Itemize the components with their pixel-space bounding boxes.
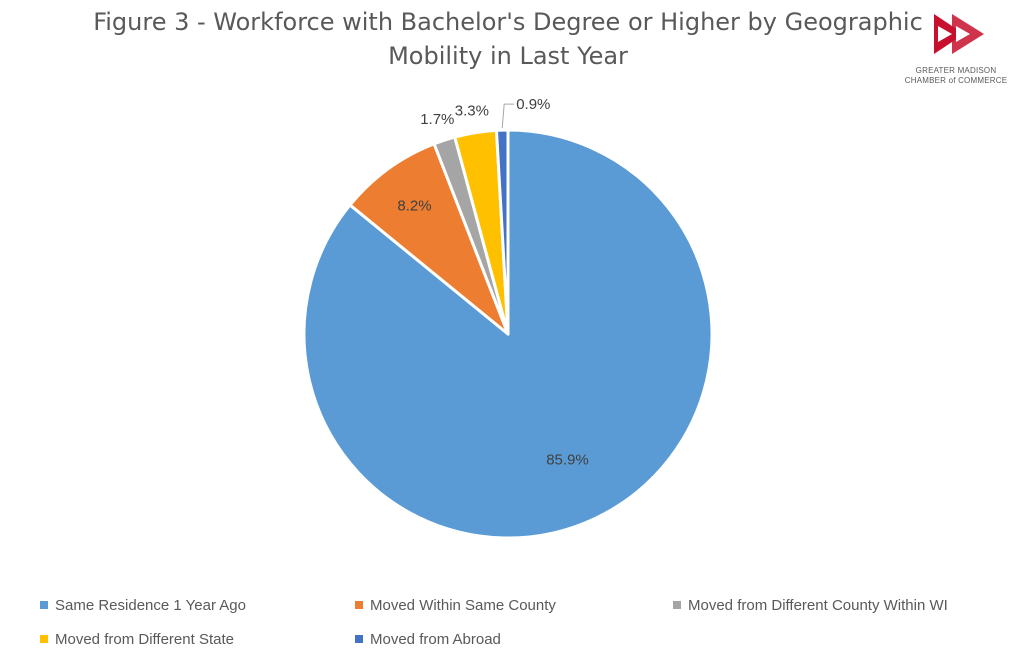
legend-label-same-residence-1-year-ago: Same Residence 1 Year Ago	[55, 597, 246, 614]
chamber-logo: GREATER MADISON CHAMBER of COMMERCE	[905, 14, 1007, 85]
chart-title-line-1: Figure 3 - Workforce with Bachelor's Deg…	[93, 8, 923, 36]
legend-item-moved-from-different-state: Moved from Different State	[40, 631, 234, 648]
legend-label-moved-from-abroad: Moved from Abroad	[370, 631, 501, 648]
legend: Same Residence 1 Year Ago Moved Within Sa…	[40, 597, 948, 648]
legend-swatch-moved-from-different-state	[40, 635, 48, 643]
pie-slices	[302, 128, 714, 540]
legend-swatch-moved-from-different-county-within-wi	[673, 601, 681, 609]
data-label-same-residence-1-year-ago: 85.9%	[546, 451, 589, 468]
pie-labels: 85.9% 8.2% 1.7% 3.3% 0.9%	[397, 96, 588, 468]
data-label-moved-from-different-county-within-wi: 1.7%	[420, 111, 454, 128]
legend-swatch-moved-within-same-county	[355, 601, 363, 609]
legend-swatch-same-residence-1-year-ago	[40, 601, 48, 609]
legend-label-moved-from-different-state: Moved from Different State	[55, 631, 234, 648]
chart-title-line-2: Mobility in Last Year	[388, 42, 628, 70]
leader-line-moved-from-abroad	[501, 103, 515, 129]
legend-swatch-moved-from-abroad	[355, 635, 363, 643]
pie-slice-moved-from-abroad	[494, 128, 510, 336]
logo-line-2: CHAMBER of COMMERCE	[905, 76, 1007, 85]
data-label-moved-from-abroad: 0.9%	[516, 96, 550, 113]
chamber-logo-mark-icon	[934, 14, 984, 54]
legend-item-moved-within-same-county: Moved Within Same County	[355, 597, 556, 614]
legend-item-moved-from-abroad: Moved from Abroad	[355, 631, 501, 648]
legend-label-moved-from-different-county-within-wi: Moved from Different County Within WI	[688, 597, 948, 614]
logo-line-1: GREATER MADISON	[916, 66, 997, 75]
data-label-moved-within-same-county: 8.2%	[397, 197, 431, 214]
legend-label-moved-within-same-county: Moved Within Same County	[370, 597, 556, 614]
legend-item-moved-from-different-county-within-wi: Moved from Different County Within WI	[673, 597, 948, 614]
legend-item-same-residence-1-year-ago: Same Residence 1 Year Ago	[40, 597, 246, 614]
data-label-moved-from-different-state: 3.3%	[455, 103, 489, 120]
pie-slice-moved-within-same-county	[348, 142, 510, 336]
